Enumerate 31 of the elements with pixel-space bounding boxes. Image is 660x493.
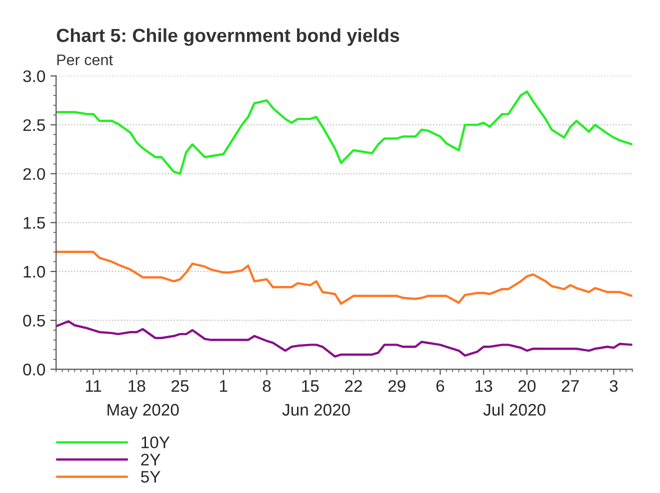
x-tick-label: 8 <box>262 380 271 392</box>
y-tick-label: 2.0 <box>23 168 46 180</box>
x2-tick-label: Jun 2020 <box>282 404 350 416</box>
x-tick-label: 29 <box>388 380 406 392</box>
x-tick-label: 22 <box>345 380 362 392</box>
x2-tick-label: May 2020 <box>108 404 179 419</box>
x2-tick-label: Jul 2020 <box>483 403 546 416</box>
y-tick-label: 3.0 <box>23 70 46 82</box>
x-tick-label: 25 <box>172 380 189 392</box>
x-tick-label: 27 <box>562 380 579 392</box>
y-tick-label: 2.5 <box>23 119 45 132</box>
chart-title: Chart 5: Chile government bond yields <box>56 28 400 46</box>
y-tick-label: 1.0 <box>24 266 46 278</box>
line-series <box>56 250 632 305</box>
x-tick-label: 6 <box>436 380 444 392</box>
y-tick-label: 0.0 <box>23 364 46 376</box>
x-tick-label: 20 <box>518 380 536 392</box>
x-tick-label: 11 <box>86 380 102 392</box>
legend-label: 5Y <box>141 471 160 483</box>
x-tick-label: 18 <box>128 380 146 392</box>
x-tick-label: 3 <box>610 380 618 392</box>
x-tick-label: 1 <box>220 380 228 392</box>
x-tick-label: 15 <box>302 380 319 392</box>
y-tick-label: 0.5 <box>23 314 45 327</box>
y-axis-title: Per cent <box>57 54 113 66</box>
line-series <box>56 90 632 175</box>
y-tick-label: 1.5 <box>24 217 45 229</box>
line-series <box>56 320 632 358</box>
x-tick-label: 13 <box>476 380 492 392</box>
legend-label: 10Y <box>142 436 170 448</box>
legend-label: 2Y <box>141 454 160 466</box>
